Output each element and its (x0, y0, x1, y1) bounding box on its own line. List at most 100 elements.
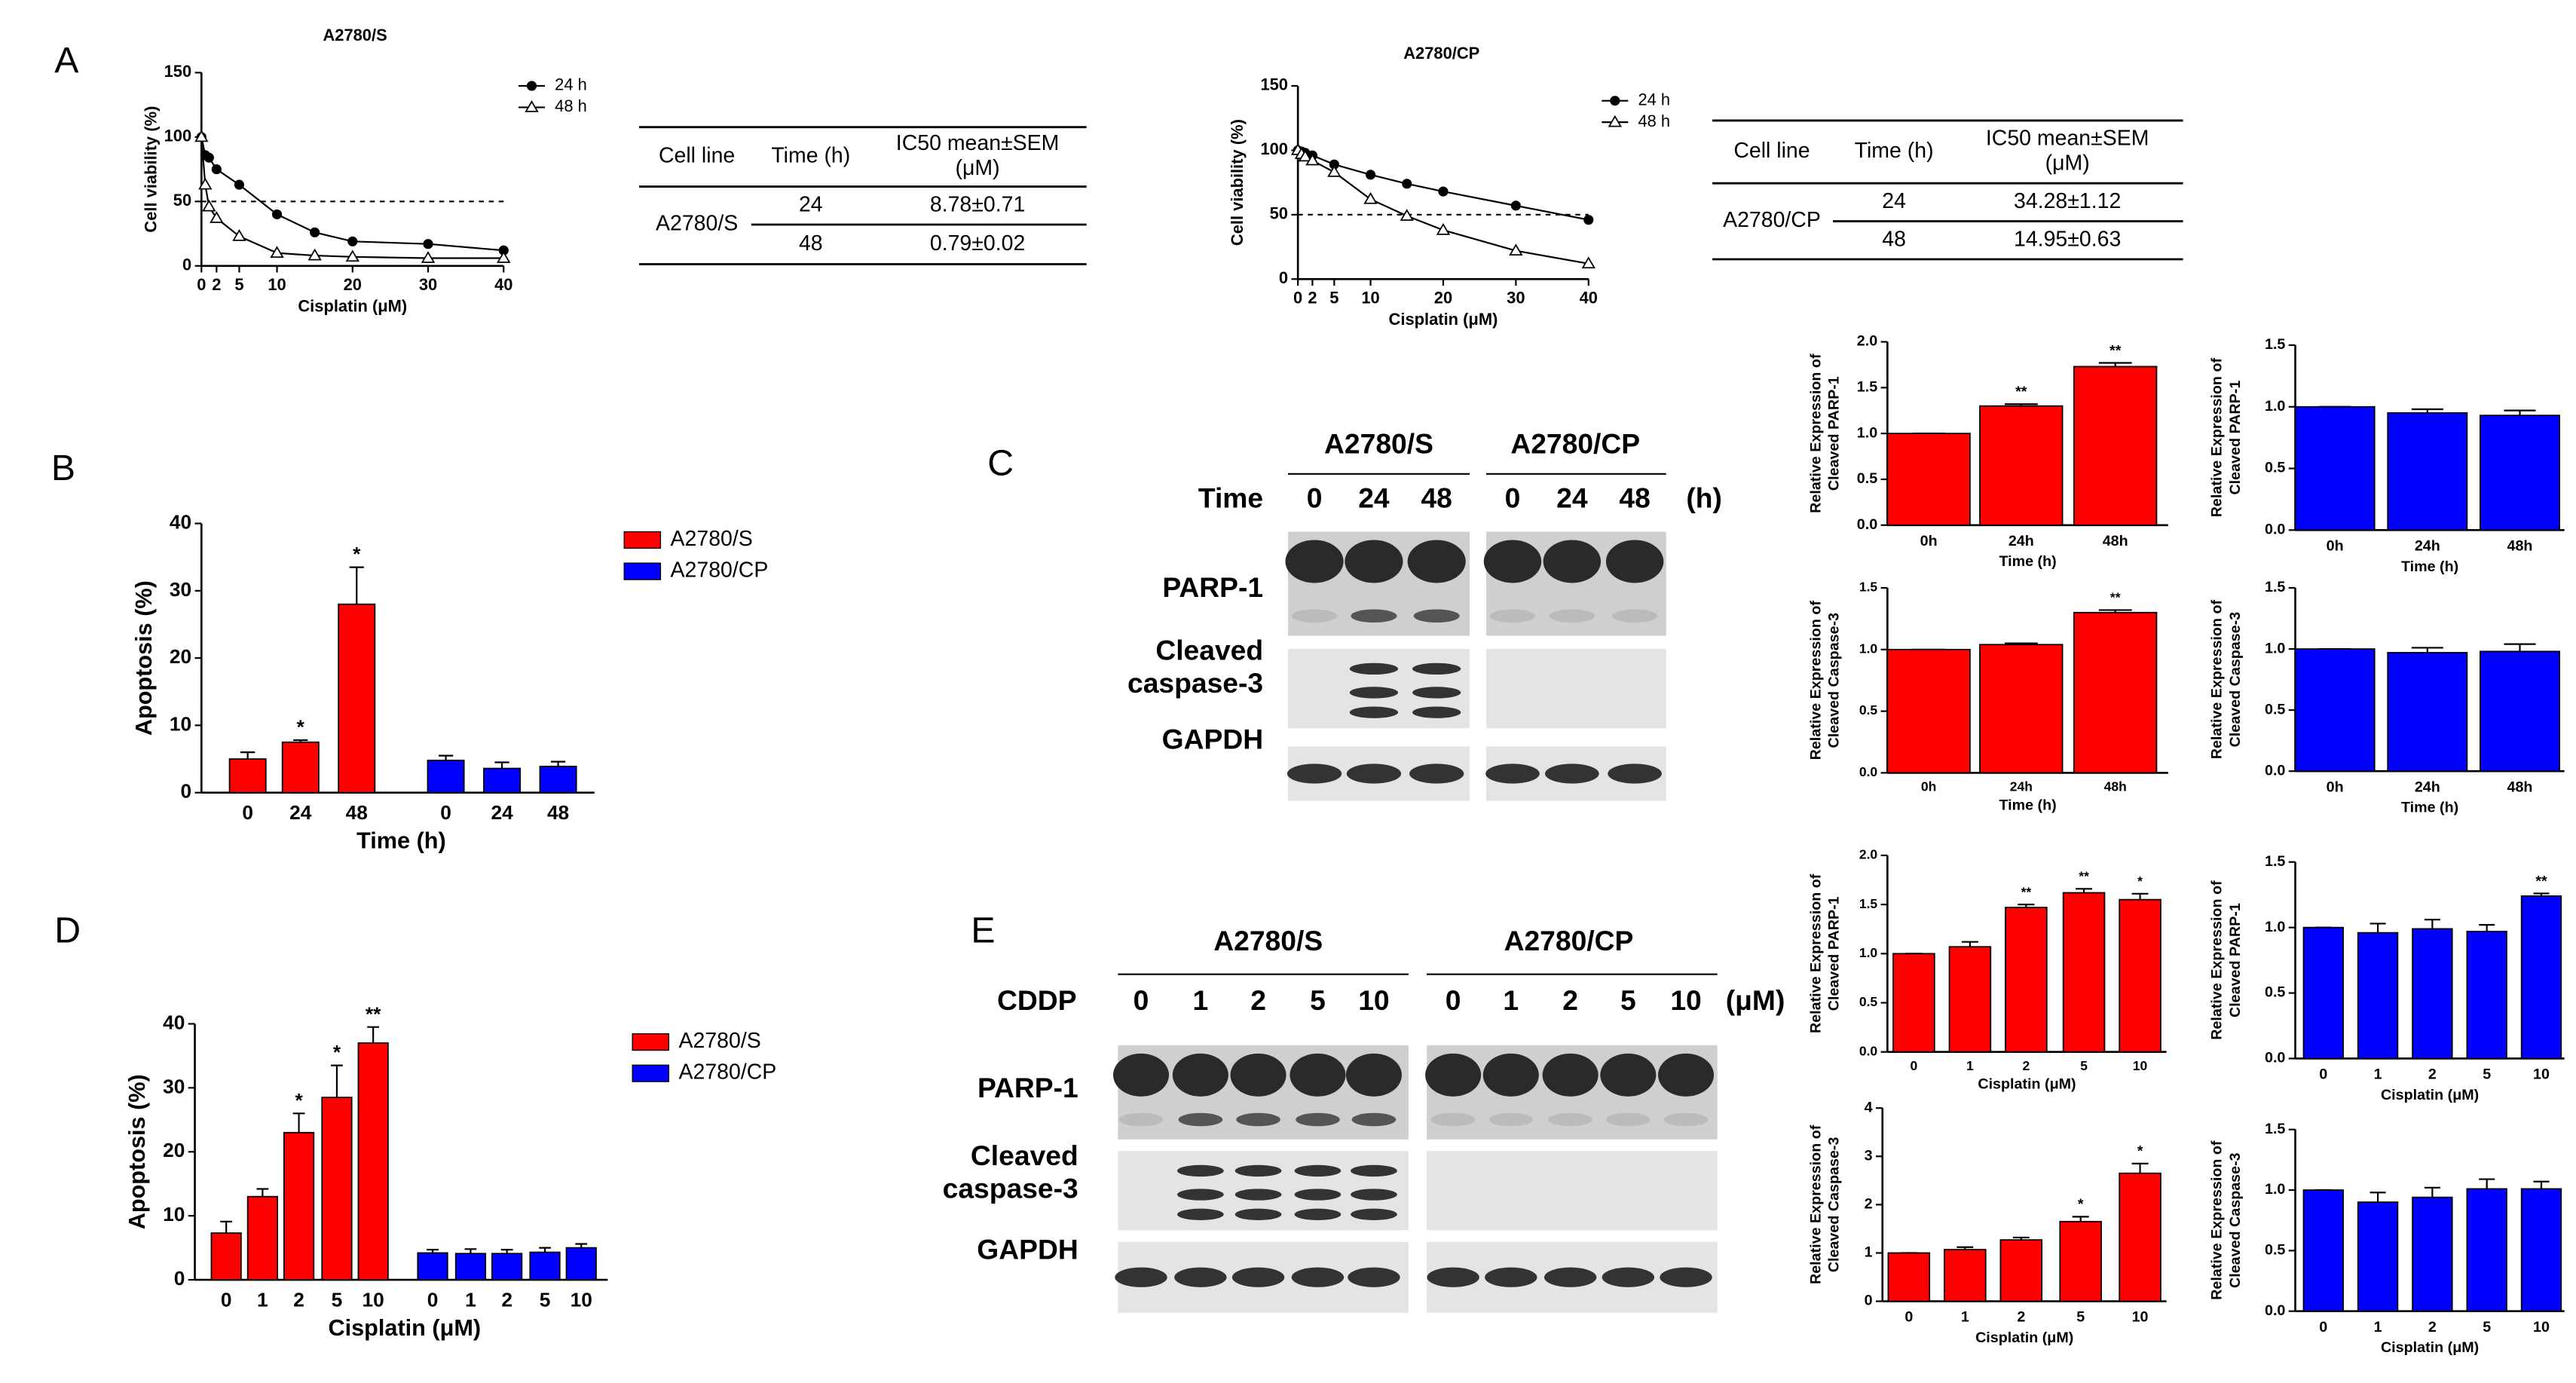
error-bar (2411, 647, 2443, 653)
error-bar (2424, 1186, 2440, 1198)
y-axis-label: Relative Expression of (1807, 601, 1824, 760)
y-tick-label: 20 (163, 1139, 185, 1161)
blot-band (1351, 1189, 1397, 1201)
bar (281, 741, 320, 794)
blot-band (1294, 1189, 1342, 1201)
bar (1887, 1252, 1931, 1302)
blot-band (1409, 763, 1464, 784)
panel-label: D (54, 910, 81, 951)
table-header: IC50 mean±SEM (1986, 127, 2149, 151)
x-tick-label: 5 (540, 1288, 551, 1311)
y-tick-label: 1.5 (2265, 579, 2285, 595)
blot-band (1485, 763, 1540, 784)
blot-band (1231, 1267, 1285, 1287)
row-label: Cleaved (1155, 634, 1263, 665)
y-tick-label: 0.0 (2265, 762, 2285, 779)
error-bar (292, 1112, 305, 1133)
legend-label: 48 h (555, 96, 587, 115)
y-tick-label: 0.5 (1857, 470, 1877, 487)
y-tick-label: 2.0 (1857, 333, 1877, 350)
y-tick-label: 40 (170, 511, 191, 534)
blot-band (1291, 1267, 1345, 1287)
blot-band (1430, 1112, 1476, 1127)
x-tick-label: 0 (221, 1288, 232, 1311)
table-header: IC50 mean±SEM (896, 131, 1060, 155)
row-label: caspase-3 (1127, 667, 1263, 699)
blot-band (1412, 706, 1461, 718)
row-label: PARP-1 (1162, 571, 1263, 603)
lane-label: 0 (1446, 984, 1461, 1016)
x-tick-label: 30 (419, 275, 437, 294)
blot-band (1294, 1164, 1342, 1177)
x-tick-label: 0 (2319, 1319, 2327, 1336)
x-tick-label: 48h (2103, 533, 2128, 549)
y-axis-label: Cell viability (%) (141, 106, 160, 233)
x-tick-label: 0 (440, 801, 451, 824)
legend-label: A2780/CP (671, 558, 769, 583)
legend-marker (1610, 96, 1620, 106)
y-axis-label: Cleaved Caspase-3 (1825, 1137, 1842, 1273)
point (307, 248, 322, 261)
y-tick-label: 1.5 (1857, 379, 1877, 396)
bar (427, 759, 465, 794)
point (1581, 256, 1595, 269)
bar (283, 1131, 315, 1280)
y-tick-label: 10 (163, 1203, 185, 1225)
bar (2412, 928, 2453, 1060)
bar (2387, 652, 2468, 773)
y-tick-label: 1.0 (2265, 1181, 2285, 1198)
error-bar (240, 751, 255, 760)
blot-band (1234, 1164, 1282, 1177)
bar (2302, 1189, 2344, 1312)
point (203, 152, 214, 163)
error-bar (256, 1188, 269, 1197)
bar (2412, 1196, 2453, 1312)
point (1327, 165, 1342, 177)
table-header: Time (h) (1855, 139, 1934, 163)
x-tick-label: 10 (2533, 1319, 2550, 1336)
y-tick-label: 0.0 (2265, 1302, 2285, 1319)
blot-band (1177, 1164, 1224, 1177)
axes (1291, 84, 1589, 280)
x-tick-label: 0 (1911, 1058, 1918, 1073)
table-cell: 34.28±1.12 (2014, 189, 2121, 213)
point (1509, 243, 1523, 256)
x-tick-label: 5 (234, 275, 243, 294)
lane-label: 10 (1358, 984, 1389, 1016)
x-axis-label: Cisplatin (μM) (2381, 1339, 2479, 1356)
bar (491, 1253, 523, 1280)
point (270, 246, 284, 259)
error-bar (2479, 924, 2495, 932)
y-tick-label: 3 (1865, 1147, 1873, 1164)
blot-band (1349, 687, 1399, 699)
x-tick-label: 0h (1921, 779, 1936, 794)
blot-band (1606, 1112, 1651, 1127)
y-axis-label: Apoptosis (%) (124, 1074, 150, 1229)
bar (454, 1253, 487, 1280)
y-tick-label: 0.0 (2265, 522, 2285, 538)
x-tick-label: 0h (1920, 533, 1938, 549)
table-header: (μM) (956, 156, 1000, 180)
bar (539, 766, 577, 794)
x-axis-label: Time (h) (1999, 553, 2056, 570)
x-tick-label: 10 (1361, 288, 1379, 307)
y-tick-label: 150 (164, 62, 192, 81)
x-tick-label: 20 (344, 275, 362, 294)
table-header: Cell line (1733, 139, 1810, 163)
bar (2294, 405, 2376, 531)
y-tick-label: 50 (1270, 204, 1288, 223)
x-tick-label: 5 (2080, 1058, 2088, 1073)
bar (1944, 1249, 1987, 1302)
point (498, 245, 509, 255)
bar (2520, 895, 2562, 1060)
lane-label: 0 (1307, 482, 1323, 514)
chart-title: A2780/S (323, 26, 387, 44)
error-bar (464, 1248, 477, 1254)
error-bar (550, 760, 566, 766)
y-tick-label: 150 (1260, 75, 1288, 94)
blot-band (1177, 1208, 1224, 1220)
x-tick-label: 0 (1293, 288, 1302, 307)
bar (1886, 648, 1971, 774)
table-cell: A2780/S (656, 212, 738, 236)
point (1363, 191, 1378, 204)
